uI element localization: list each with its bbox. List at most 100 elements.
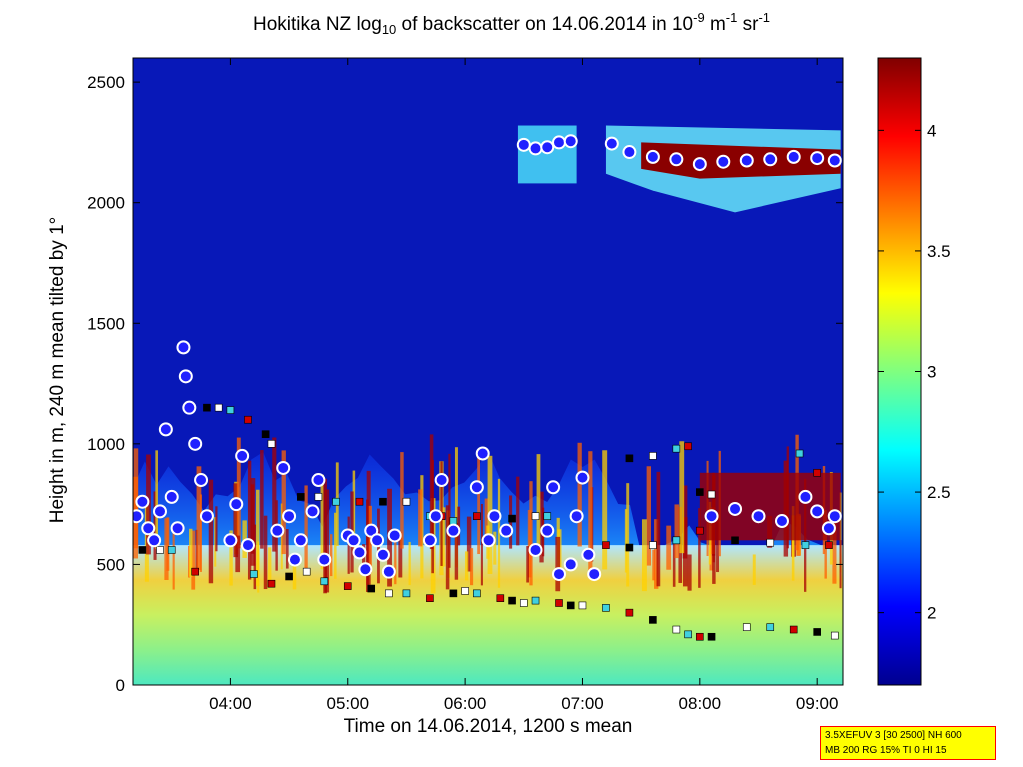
layer-marker [543,512,552,520]
x-tick-label: 05:00 [326,694,369,713]
cloud-base-marker [575,470,590,485]
layer-marker [731,536,739,545]
layer-marker [226,406,235,414]
backscatter-streak [408,541,411,586]
layer-marker [684,630,692,639]
backscatter-streak [256,489,260,586]
y-tick-label: 2000 [87,194,125,213]
backscatter-streak [527,509,532,578]
backscatter-streak [214,517,217,567]
colorbar-tick-label: 2 [927,604,936,623]
backscatter-streak [666,525,672,570]
cloud-base-marker [387,528,402,543]
layer-marker [625,608,634,617]
backscatter-streak [457,506,461,546]
layer-marker [385,589,393,598]
backscatter-streak [674,504,679,559]
info-line-2: MB 200 RG 15% TI 0 HI 15 [825,745,947,756]
backscatter-streak [654,519,659,589]
cloud-base-marker [176,340,191,355]
cloud-base-marker [563,134,578,149]
backscatter-streak [687,554,692,591]
cloud-base-marker [317,552,332,567]
cloud-base-marker [428,509,443,524]
cloud-base-marker [516,137,531,152]
cloud-base-marker [352,545,367,560]
backscatter-streak [477,453,481,555]
x-tick-label: 07:00 [561,694,604,713]
layer-marker [766,623,775,631]
layer-marker [402,589,411,598]
layer-marker [519,599,528,607]
cloud-base-marker [194,473,209,488]
cloud-base-marker [434,473,449,488]
layer-marker [379,497,387,506]
layer-marker [830,631,839,640]
layer-marker [508,596,516,605]
x-axis: 04:00 05:00 06:00 07:00 08:00 09:00 [209,58,838,713]
x-tick-label: 06:00 [444,694,487,713]
cloud-base-marker [587,567,602,582]
cloud-base-marker [751,509,766,524]
backscatter-streak [466,516,472,572]
layer-marker [742,623,751,631]
backscatter-streak [260,450,264,549]
layer-marker [795,449,804,458]
cloud-base-marker [552,567,566,582]
backscatter-streak [682,485,688,559]
layer-marker [250,570,258,578]
backscatter-streak [698,508,701,588]
cloud-base-marker [381,564,396,579]
backscatter-streak [454,447,458,568]
layer-marker [367,584,376,593]
cloud-base-marker [528,542,543,557]
backscatter-streak [497,478,501,588]
cloud-base-marker [370,533,385,548]
cloud-base-marker [827,153,842,168]
y-axis: 0 500 1000 1500 2000 2500 [87,73,843,695]
layer-marker [449,517,458,525]
backscatter-heatmap [133,58,843,685]
cloud-base-marker [305,504,320,519]
layer-marker [566,601,575,610]
layer-marker [672,444,681,453]
layer-marker [696,632,704,641]
cloud-base-marker [141,521,156,536]
colorbar [877,57,922,686]
cloud-base-marker [469,480,484,495]
backscatter-streak [672,543,676,587]
layer-marker [473,512,481,520]
cloud-base-marker [604,136,619,151]
cloud-base-marker [346,533,361,548]
upper-cloud-1 [517,125,577,184]
backscatter-streak [304,485,308,569]
backscatter-streak [641,519,647,592]
cloud-base-marker [170,521,185,536]
cloud-base-marker [581,547,596,562]
backscatter-streak [400,452,404,549]
backscatter-streak [247,460,252,580]
backscatter-streak [626,483,630,587]
cloud-base-marker [622,145,637,160]
cloud-base-marker [563,557,578,572]
backscatter-streak [233,483,239,558]
layer-marker [696,488,704,496]
cloud-base-marker [739,153,754,168]
backscatter-streak [577,442,582,547]
layer-marker [813,468,821,477]
backscatter-streak [285,529,289,569]
backscatter-streak [320,474,325,570]
x-tick-label: 08:00 [679,694,722,713]
cloud-base-marker [481,533,496,548]
y-tick-label: 2500 [87,73,125,92]
layer-marker [625,454,634,463]
backscatter-streak [588,451,593,572]
cloud-base-marker [827,509,842,524]
cloud-base-marker [135,494,150,509]
layer-marker [332,497,340,506]
layer-marker [531,512,540,520]
backscatter-streak [464,551,469,581]
layer-marker [244,415,252,424]
cloud-base-marker [716,154,731,169]
